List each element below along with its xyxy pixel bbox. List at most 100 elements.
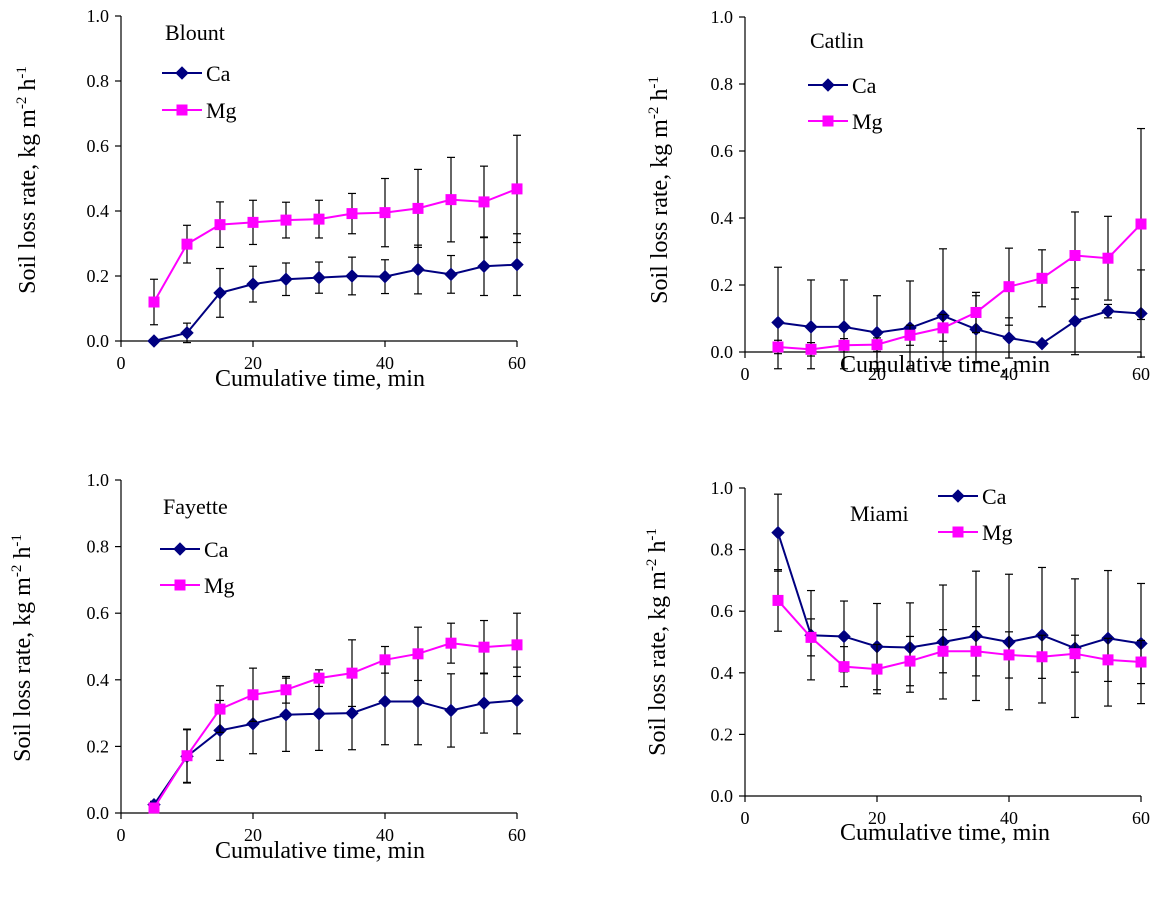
data-point [1002, 331, 1016, 345]
series-ca [771, 248, 1148, 370]
legend-swatch-marker [176, 104, 188, 116]
y-axis-title-mid: h [647, 89, 673, 107]
y-tick-label: 1.0 [87, 6, 110, 26]
x-tick-label: 0 [117, 825, 126, 845]
data-point [477, 259, 491, 273]
series-line [777, 223, 1142, 351]
legend-label: Mg [982, 520, 1013, 545]
data-point [411, 694, 425, 709]
data-point [280, 214, 292, 226]
data-point [837, 629, 851, 644]
x-tick-label: 40 [376, 825, 394, 845]
data-point [247, 689, 259, 701]
data-point [837, 320, 851, 334]
data-point [1003, 281, 1015, 293]
legend-entry-ca: Ca [808, 73, 877, 98]
chart-panel-fayette: 0.0 0.2 0.4 0.6 0.8 1.0 0 20 40 60 Cumulative time… [9, 470, 526, 864]
data-point [411, 262, 425, 277]
x-axis-title: Cumulative time, min [215, 366, 425, 392]
y-tick-label: 1.0 [711, 7, 734, 27]
data-point [214, 703, 226, 715]
legend-swatch-marker [822, 115, 834, 127]
y-axis-title-sup1: -2 [9, 565, 25, 578]
panel-name-label: Blount [165, 20, 225, 45]
y-tick-label: 0.2 [711, 724, 734, 744]
y-axis-title: Soil loss rate, kg m-2 h-1 [14, 66, 41, 294]
y-axis-title: Soil loss rate, kg m-2 h-1 [646, 76, 673, 304]
y-tick-label: 0.8 [711, 74, 734, 94]
x-tick-label: 40 [376, 353, 394, 373]
y-axis-title-main: Soil loss rate, kg m [10, 577, 36, 762]
series-line [153, 263, 518, 342]
data-point [313, 672, 325, 684]
legend-entry-ca: Ca [160, 537, 229, 562]
y-axis-title-mid: h [10, 547, 36, 565]
legend-entry-mg: Mg [160, 573, 235, 598]
data-point [937, 322, 949, 334]
series-line [153, 187, 518, 303]
data-point [772, 594, 784, 606]
y-tick-label: 0.0 [87, 331, 110, 351]
x-axis-title: Cumulative time, min [840, 820, 1050, 846]
x-tick-label: 20 [868, 808, 886, 828]
y-axis-title-sup2: -1 [644, 528, 660, 541]
data-point [148, 802, 160, 814]
legend-label: Ca [204, 537, 229, 562]
y-tick-label: 1.0 [87, 470, 110, 490]
series-line [153, 699, 518, 806]
legend-entry-mg: Mg [808, 109, 883, 134]
data-point [805, 631, 817, 643]
data-point [246, 277, 260, 291]
data-point [937, 645, 949, 657]
data-point [445, 194, 457, 206]
y-axis-title: Soil loss rate, kg m-2 h-1 [644, 528, 671, 756]
data-point [147, 334, 161, 348]
data-point [904, 329, 916, 341]
data-point [444, 267, 458, 282]
y-tick-label: 1.0 [711, 478, 734, 498]
y-axis-title: Soil loss rate, kg m-2 h-1 [9, 534, 36, 762]
series-mg [772, 127, 1147, 357]
data-point [378, 694, 392, 709]
y-tick-label: 0.0 [711, 786, 734, 806]
y-axis-title-mid: h [15, 79, 41, 97]
x-tick-label: 60 [508, 825, 526, 845]
data-point [1101, 304, 1115, 318]
data-point [412, 202, 424, 214]
legend-swatch-marker [952, 526, 964, 538]
data-point [838, 339, 850, 351]
series-mg [772, 569, 1147, 695]
data-point [1102, 252, 1114, 264]
y-axis-title-sup2: -1 [14, 66, 30, 79]
data-point [1035, 336, 1049, 351]
data-point [445, 637, 457, 649]
series-mg [148, 134, 523, 326]
x-tick-label: 0 [741, 808, 750, 828]
data-point [477, 696, 491, 710]
data-point [247, 216, 259, 228]
data-point [1036, 651, 1048, 663]
legend-swatch-marker [175, 66, 189, 80]
data-point [213, 286, 227, 300]
series-ca [147, 233, 524, 348]
legend-label: Mg [204, 573, 235, 598]
series-line [777, 310, 1142, 345]
data-point [1102, 654, 1114, 666]
panel-name-label: Miami [850, 501, 909, 526]
x-tick-label: 60 [1132, 808, 1150, 828]
legend-swatch-marker [821, 78, 835, 92]
series-line [777, 532, 1142, 650]
legend-label: Mg [852, 109, 883, 134]
chart-panel-catlin: 0.0 0.2 0.4 0.6 0.8 1.0 0 20 40 60 Cumulative time… [646, 7, 1150, 384]
y-tick-label: 0.6 [87, 603, 110, 623]
y-axis-title-main: Soil loss rate, kg m [15, 109, 41, 294]
x-axis-title: Cumulative time, min [840, 352, 1050, 378]
y-axis-title-mid: h [645, 541, 671, 559]
data-point [312, 707, 326, 721]
y-tick-label: 0.8 [711, 540, 734, 560]
data-point [970, 306, 982, 318]
data-point [870, 325, 884, 340]
data-point [771, 525, 785, 540]
data-point [346, 208, 358, 220]
y-tick-label: 0.4 [711, 208, 734, 228]
